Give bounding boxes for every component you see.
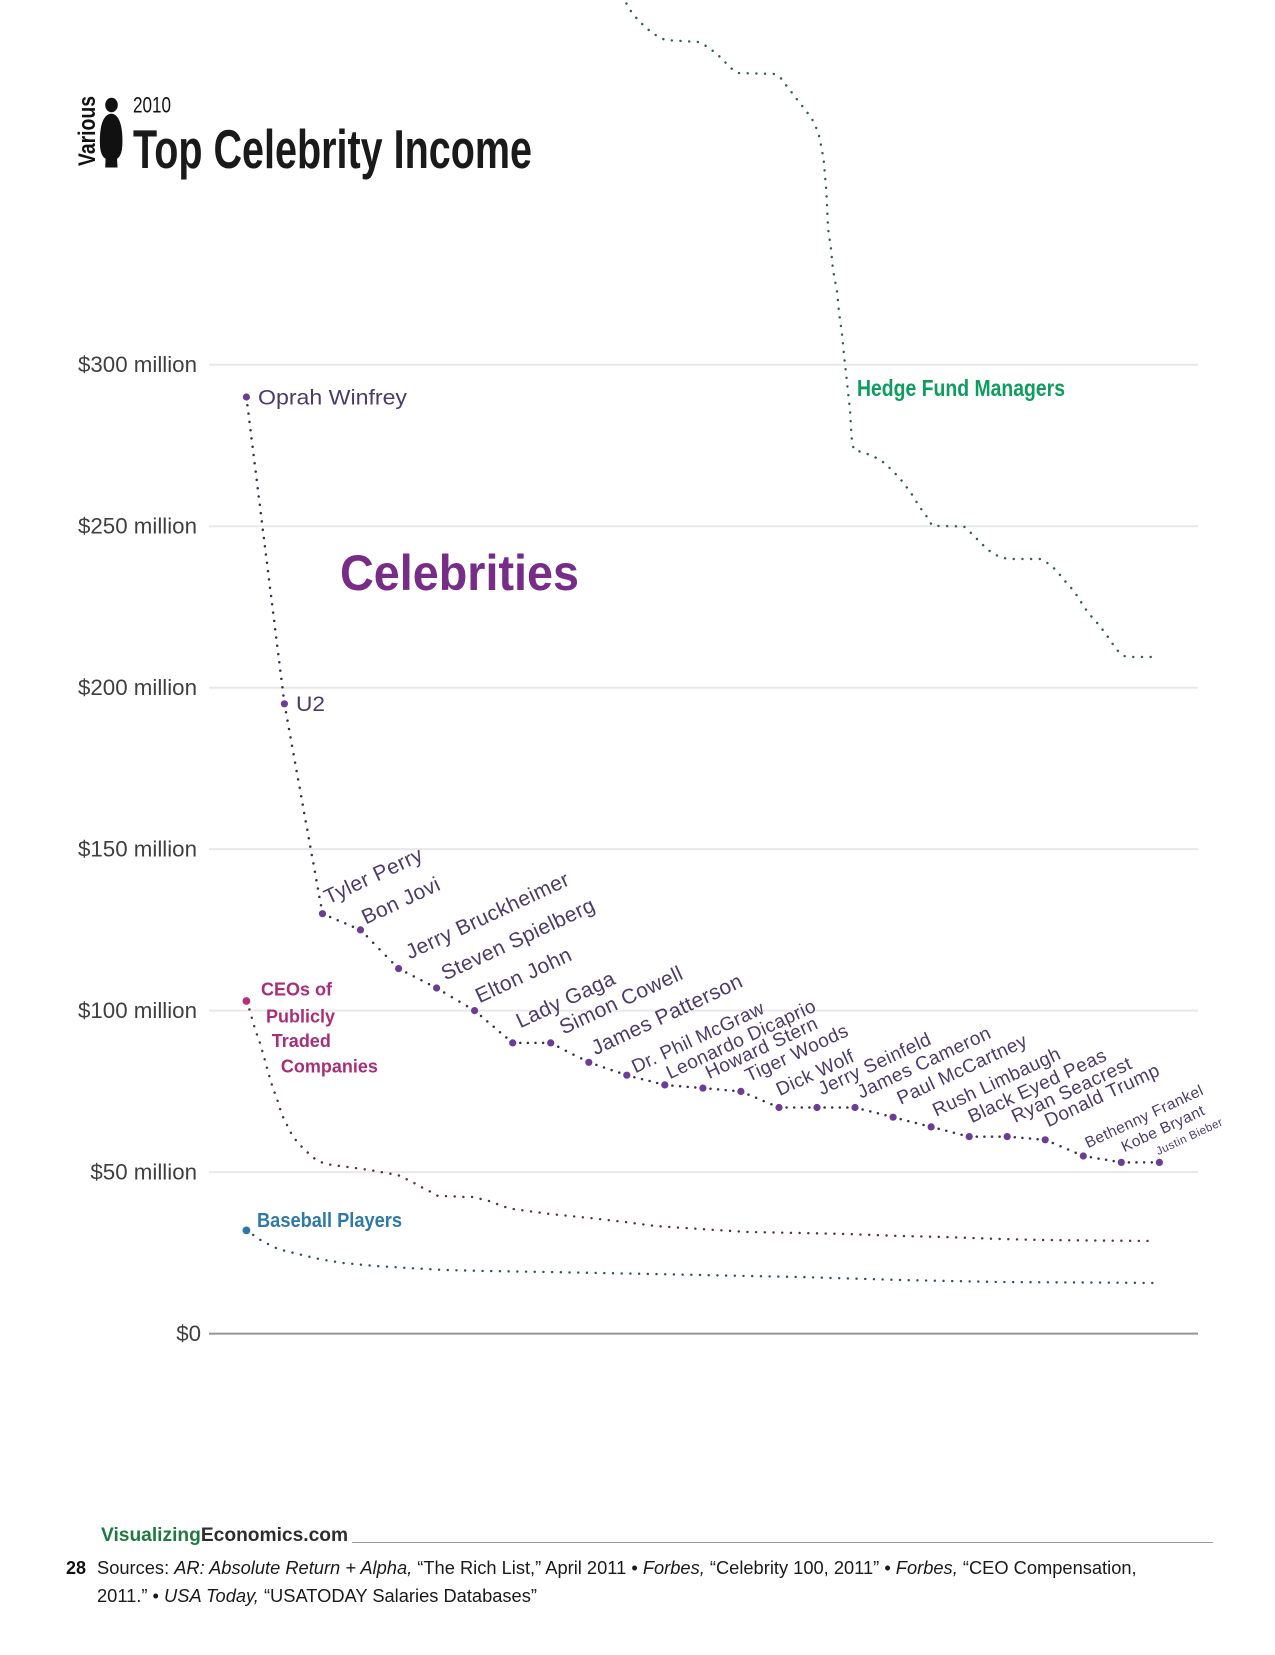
- svg-text:Oprah Winfrey: Oprah Winfrey: [258, 386, 407, 410]
- svg-text:$300 million: $300 million: [78, 352, 197, 377]
- svg-text:$0: $0: [176, 1321, 201, 1346]
- svg-text:VisualizingEconomics.com: VisualizingEconomics.com: [101, 1525, 348, 1546]
- svg-text:$150 million: $150 million: [78, 837, 197, 862]
- svg-text:Various: Various: [74, 96, 101, 166]
- svg-text:Companies: Companies: [281, 1056, 378, 1076]
- svg-text:2011.” • USA Today, “USATODAY: 2011.” • USA Today, “USATODAY Salaries D…: [97, 1585, 537, 1606]
- svg-text:$50 million: $50 million: [90, 1160, 197, 1185]
- svg-text:Baseball Players: Baseball Players: [257, 1210, 402, 1232]
- svg-text:CEOs of: CEOs of: [261, 980, 333, 1000]
- svg-text:Traded: Traded: [272, 1031, 331, 1051]
- svg-text:$100 million: $100 million: [78, 998, 197, 1023]
- svg-text:Publicly: Publicly: [266, 1006, 335, 1026]
- svg-text:U2: U2: [296, 692, 325, 716]
- svg-text:Sources: AR: Absolute Return +: Sources: AR: Absolute Return + Alpha, “T…: [97, 1557, 1137, 1578]
- svg-text:2010: 2010: [133, 93, 171, 118]
- svg-text:Hedge Fund Managers: Hedge Fund Managers: [857, 375, 1065, 401]
- svg-text:28: 28: [66, 1558, 86, 1578]
- svg-text:Celebrities: Celebrities: [340, 545, 579, 601]
- svg-text:Top Celebrity Income: Top Celebrity Income: [133, 118, 532, 180]
- svg-text:$250 million: $250 million: [78, 514, 197, 539]
- svg-text:$200 million: $200 million: [78, 675, 197, 700]
